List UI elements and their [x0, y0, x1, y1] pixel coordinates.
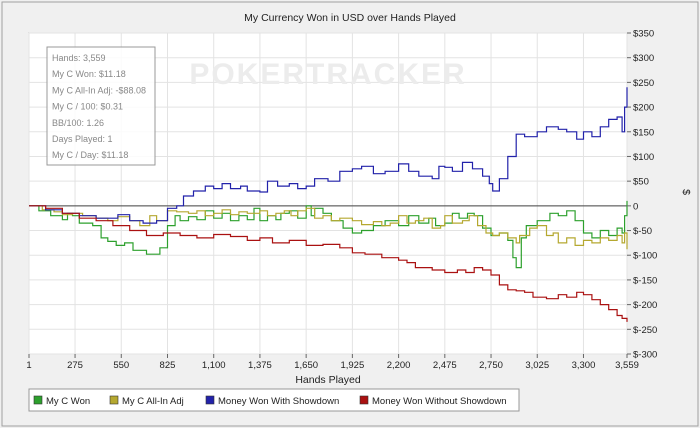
- legend-label: Money Won Without Showdown: [372, 396, 506, 407]
- x-tick-label: 3,300: [572, 360, 596, 371]
- legend-label: My C All-In Adj: [122, 396, 184, 407]
- x-axis-label: Hands Played: [295, 374, 361, 386]
- x-tick-label: 2,475: [433, 360, 457, 371]
- legend-swatch: [109, 395, 119, 405]
- legend-swatch: [205, 395, 215, 405]
- x-tick-label: 1: [26, 360, 31, 371]
- stats-line: My C / Day: $11.18: [52, 150, 128, 160]
- stats-line: Days Played: 1: [52, 134, 113, 144]
- y-tick-label: $-100: [633, 251, 657, 262]
- stats-line: My C Won: $11.18: [52, 69, 126, 79]
- stats-line: Hands: 3,559: [52, 53, 106, 63]
- x-tick-label: 825: [160, 360, 176, 371]
- stats-lines: Hands: 3,559 My C Won: $11.18 My C All-In …: [52, 53, 146, 160]
- y-tick-label: $50: [633, 177, 649, 188]
- y-tick-label: $150: [633, 127, 654, 138]
- series-line-2: [29, 205, 628, 250]
- x-tick-label: 1,925: [340, 360, 364, 371]
- y-axis-label: $: [680, 189, 692, 195]
- y-tick-label: 0: [633, 201, 638, 212]
- x-axis-ticks: 1 275 550 825 1,100 1,375 1,650 1,925 2,200 2,475…: [26, 354, 639, 371]
- y-tick-label: $-250: [633, 325, 657, 336]
- x-tick-label: 1,650: [294, 360, 318, 371]
- y-tick-label: $200: [633, 103, 654, 114]
- y-tick-label: $-150: [633, 275, 657, 286]
- y-tick-label: $250: [633, 78, 654, 89]
- x-tick-label: 1,100: [202, 360, 226, 371]
- watermark: POKERTRACKER: [189, 58, 466, 91]
- y-tick-label: $-200: [633, 300, 657, 311]
- legend-swatch: [33, 395, 43, 405]
- x-tick-label: 3,559: [615, 360, 639, 371]
- series-line-4: [29, 205, 628, 322]
- y-tick-label: $300: [633, 53, 654, 64]
- legend-label: My C Won: [46, 396, 90, 407]
- stats-box: [46, 46, 156, 166]
- series-line-1: [29, 200, 628, 269]
- legend: My C Won My C All-In Adj Money Won With Sh…: [33, 395, 506, 407]
- y-axis-ticks: $350 $300 $250 $200 $150 $100 $50 0 $-50 $-100 $-1…: [627, 29, 657, 361]
- x-tick-label: 2,200: [387, 360, 411, 371]
- chart-title: My Currency Won in USD over Hands Played: [244, 12, 456, 24]
- x-tick-label: 2,750: [479, 360, 503, 371]
- x-tick-label: 1,375: [248, 360, 272, 371]
- stats-line: My C All-In Adj: -$88.08: [52, 85, 146, 95]
- series-line-3: [29, 87, 628, 224]
- series-lines: [29, 87, 628, 322]
- x-tick-label: 550: [113, 360, 129, 371]
- legend-label: Money Won With Showdown: [218, 396, 339, 407]
- y-tick-label: $-300: [633, 350, 657, 361]
- legend-swatch: [359, 395, 369, 405]
- stats-line: My C / 100: $0.31: [52, 102, 123, 112]
- x-tick-label: 275: [67, 360, 83, 371]
- y-tick-label: $350: [633, 29, 654, 40]
- stats-line: BB/100: 1.26: [52, 118, 104, 128]
- legend-box: [28, 388, 520, 412]
- x-tick-label: 3,025: [525, 360, 549, 371]
- y-tick-label: $-50: [633, 226, 652, 237]
- y-tick-label: $100: [633, 152, 654, 163]
